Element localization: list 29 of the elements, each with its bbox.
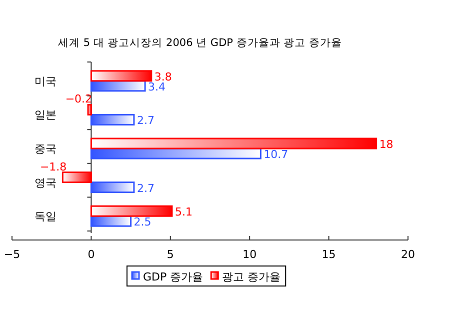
data-label: −0.2 xyxy=(65,92,92,106)
x-tick-label: 5 xyxy=(166,248,174,261)
chart-title: 세계 5 대 광고시장의 2006 년 GDP 증가율과 광고 증가율 xyxy=(58,37,342,49)
x-tick-label: 15 xyxy=(322,248,336,261)
y-tick-label: 일본 xyxy=(34,108,57,122)
bar xyxy=(87,104,92,116)
bar xyxy=(90,114,135,126)
x-tick-label: 0 xyxy=(88,248,95,261)
y-tick-label: 영국 xyxy=(34,176,57,190)
legend-label: GDP 증가율 xyxy=(143,270,204,284)
data-label: 10.7 xyxy=(264,148,288,161)
data-label: 18 xyxy=(379,138,394,151)
x-tick-label: 20 xyxy=(401,248,415,261)
bar xyxy=(62,172,92,184)
y-tick-label: 미국 xyxy=(34,74,57,88)
data-label: 2.7 xyxy=(136,182,154,195)
data-label: 2.5 xyxy=(134,216,152,229)
bar xyxy=(90,182,135,194)
x-tick-label: 10 xyxy=(242,248,257,261)
bar xyxy=(90,138,378,150)
data-label: 5.1 xyxy=(174,206,192,219)
y-tick-label: 독일 xyxy=(34,210,57,224)
x-tick-label: −5 xyxy=(4,248,20,261)
bar xyxy=(90,205,173,217)
data-label: −1.8 xyxy=(40,160,67,174)
data-label: 2.7 xyxy=(136,114,154,128)
y-tick-label: 중국 xyxy=(34,142,57,156)
bar xyxy=(90,70,152,82)
legend-label: 광고 증가율 xyxy=(222,270,281,284)
